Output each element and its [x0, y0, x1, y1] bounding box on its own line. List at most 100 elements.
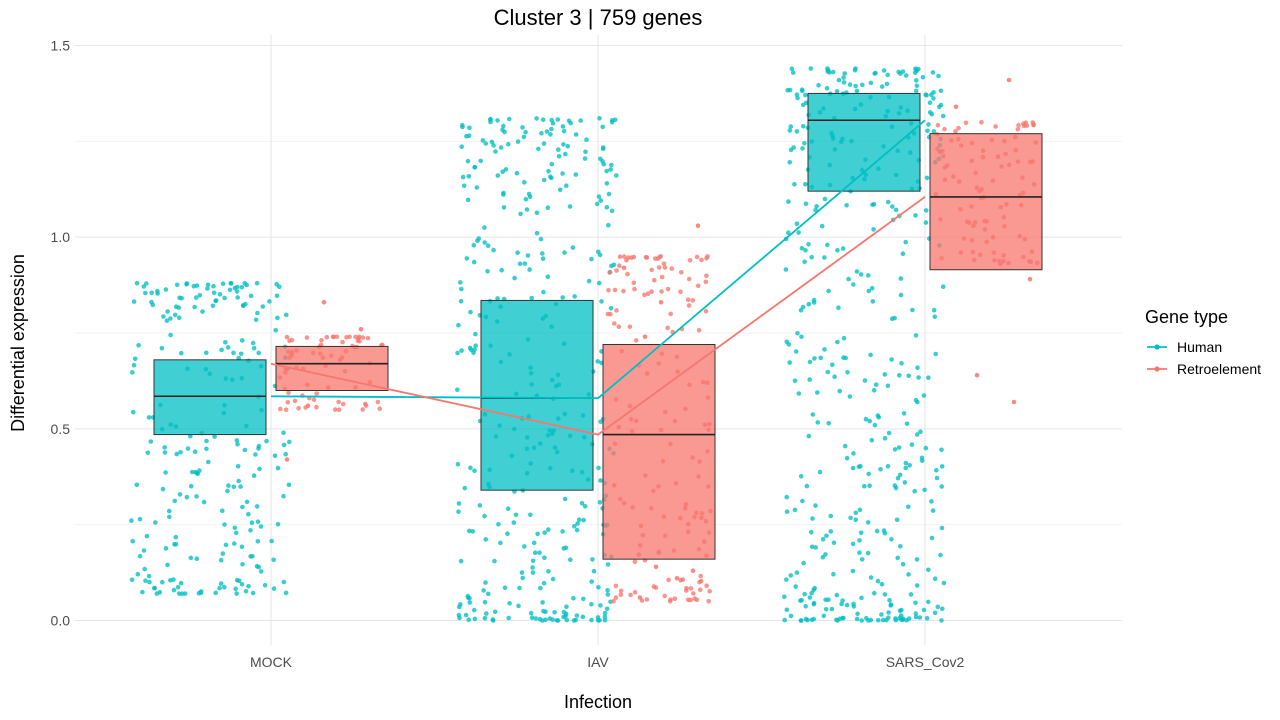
- jitter-point-human: [269, 538, 275, 544]
- jitter-point-human: [922, 487, 927, 493]
- jitter-point-human: [882, 372, 888, 377]
- jitter-point-human: [234, 577, 240, 583]
- jitter-point-human: [134, 482, 140, 488]
- jitter-point-human: [501, 192, 506, 197]
- jitter-point-retroelement: [340, 339, 345, 345]
- jitter-point-human: [465, 158, 471, 164]
- jitter-point-retroelement: [667, 599, 673, 604]
- jitter-point-human: [457, 615, 462, 621]
- jitter-point-human: [188, 483, 194, 489]
- jitter-point-human: [568, 557, 573, 562]
- jitter-point-human: [926, 567, 931, 573]
- jitter-point-human: [168, 316, 173, 321]
- x-axis-ticks: MOCK IAV SARS_Cov2: [250, 654, 965, 670]
- jitter-point-human: [572, 524, 577, 529]
- jitter-point-human: [550, 617, 555, 622]
- jitter-point-human: [934, 475, 940, 481]
- jitter-point-human: [858, 464, 863, 469]
- jitter-point-human: [466, 617, 472, 622]
- x-tick-label: MOCK: [250, 654, 293, 670]
- jitter-point-human: [204, 350, 209, 356]
- jitter-point-human: [906, 373, 911, 379]
- jitter-point-human: [527, 267, 532, 272]
- jitter-point-human: [859, 595, 864, 601]
- jitter-point-human: [511, 520, 517, 525]
- jitter-point-retroelement: [304, 335, 310, 340]
- jitter-point-human: [872, 422, 878, 428]
- jitter-point-retroelement: [612, 287, 618, 293]
- jitter-point-retroelement: [621, 288, 626, 294]
- jitter-point-human: [809, 590, 814, 596]
- jitter-point-retroelement: [632, 559, 638, 565]
- jitter-point-retroelement: [624, 257, 629, 263]
- jitter-point-human: [531, 540, 537, 546]
- jitter-point-human: [201, 499, 207, 505]
- jitter-point-human: [533, 616, 539, 621]
- jitter-point-human: [602, 614, 608, 620]
- jitter-point-human: [218, 557, 224, 563]
- jitter-point-human: [842, 443, 848, 449]
- jitter-point-retroelement: [621, 254, 627, 259]
- jitter-point-human: [796, 391, 802, 396]
- jitter-point-human: [250, 340, 256, 346]
- jitter-point-retroelement: [690, 298, 696, 303]
- jitter-point-human: [929, 535, 935, 541]
- jitter-point-human: [163, 546, 169, 551]
- jitter-point-human: [495, 118, 500, 123]
- jitter-point-retroelement: [696, 327, 702, 333]
- jitter-point-human: [167, 514, 172, 520]
- jitter-point-human: [488, 119, 493, 125]
- jitter-point-human: [495, 296, 500, 301]
- jitter-point-human: [858, 530, 864, 536]
- jitter-point-human: [137, 553, 143, 559]
- jitter-point-human: [817, 469, 823, 475]
- jitter-point-human: [853, 517, 858, 523]
- jitter-point-human: [578, 118, 583, 123]
- jitter-point-retroelement: [375, 399, 381, 405]
- jitter-point-human: [888, 603, 893, 608]
- jitter-point-retroelement: [942, 126, 947, 132]
- jitter-point-retroelement: [605, 311, 611, 317]
- jitter-point-human: [903, 460, 909, 466]
- jitter-point-human: [924, 92, 929, 98]
- jitter-point-human: [550, 576, 556, 582]
- jitter-point-human: [895, 475, 901, 481]
- jitter-point-human: [605, 562, 611, 567]
- jitter-point-human: [835, 339, 840, 345]
- jitter-point-retroelement: [692, 596, 697, 601]
- jitter-point-human: [923, 208, 929, 213]
- jitter-point-human: [920, 75, 926, 80]
- jitter-point-human: [225, 488, 230, 494]
- jitter-point-human: [150, 302, 156, 308]
- jitter-point-human: [800, 146, 805, 151]
- jitter-point-retroelement: [698, 578, 704, 584]
- jitter-point-human: [528, 610, 534, 616]
- jitter-point-human: [153, 520, 158, 525]
- jitter-point-human: [455, 462, 461, 467]
- y-tick-label: 0.0: [51, 613, 71, 629]
- jitter-point-human: [281, 579, 287, 585]
- jitter-point-human: [273, 328, 279, 333]
- jitter-point-human: [213, 298, 219, 303]
- jitter-point-retroelement: [703, 279, 709, 285]
- jitter-point-retroelement: [979, 120, 984, 125]
- jitter-point-human: [609, 120, 615, 125]
- jitter-point-human: [136, 343, 141, 348]
- jitter-point-human: [546, 569, 551, 574]
- jitter-point-human: [929, 499, 934, 504]
- jitter-point-human: [573, 172, 579, 177]
- jitter-point-human: [913, 88, 919, 94]
- jitter-point-human: [590, 557, 595, 562]
- legend-label-retroelement: Retroelement: [1177, 361, 1261, 377]
- jitter-point-human: [271, 586, 277, 591]
- jitter-point-human: [143, 290, 148, 296]
- jitter-point-human: [194, 494, 199, 499]
- jitter-point-human: [210, 303, 216, 309]
- jitter-point-human: [794, 570, 800, 575]
- jitter-point-human: [608, 306, 614, 311]
- jitter-point-human: [498, 145, 504, 150]
- jitter-point-human: [555, 618, 561, 623]
- jitter-point-retroelement: [699, 257, 704, 263]
- jitter-point-human: [472, 607, 477, 613]
- jitter-point-retroelement: [665, 325, 670, 331]
